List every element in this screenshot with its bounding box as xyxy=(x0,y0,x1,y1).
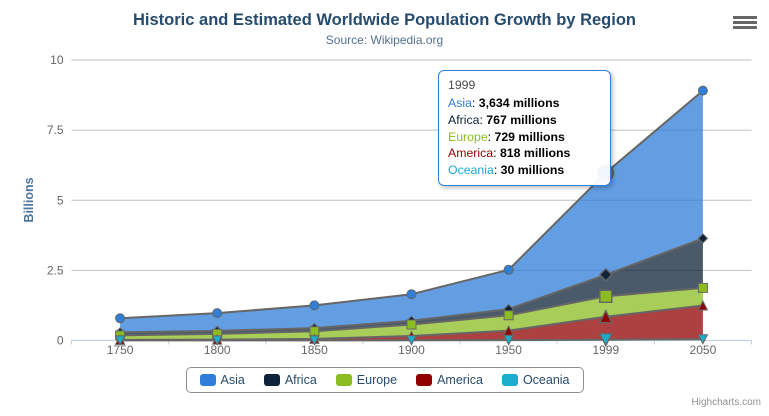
marker-oceania-1950[interactable] xyxy=(503,335,514,346)
legend-label: Africa xyxy=(284,373,317,387)
tooltip-row-asia: Asia: 3,634 millions xyxy=(448,96,560,110)
tooltip-series-name: Africa xyxy=(448,112,480,127)
y-axis-label: 2.5 xyxy=(47,263,64,277)
legend-label: Oceania xyxy=(522,373,570,387)
marker-oceania-1900[interactable] xyxy=(406,335,417,346)
tooltip-series-value: 767 millions xyxy=(486,112,557,127)
tooltip-header: 1999 xyxy=(448,78,476,92)
legend-item-asia[interactable]: Asia xyxy=(199,373,245,387)
series-area-asia[interactable] xyxy=(120,90,703,333)
chart-title: Historic and Estimated Worldwide Populat… xyxy=(133,11,636,29)
y-axis-title: Billions xyxy=(22,177,36,222)
marker-asia-1750[interactable] xyxy=(115,313,126,324)
marker-asia-2050[interactable] xyxy=(697,85,708,96)
credits-link[interactable]: Highcharts.com xyxy=(691,397,761,408)
legend-item-oceania[interactable]: Oceania xyxy=(501,373,570,387)
x-axis-label: 1999 xyxy=(592,343,619,357)
marker-america-2050[interactable] xyxy=(697,299,709,311)
marker-oceania-2050[interactable] xyxy=(697,334,709,345)
marker-oceania-1800[interactable] xyxy=(211,335,223,347)
x-axis-label: 1800 xyxy=(204,343,231,357)
legend-swatch-europe xyxy=(335,374,352,386)
marker-africa-1999[interactable] xyxy=(598,267,613,282)
tooltip-series-value: 30 millions xyxy=(500,163,565,178)
legend: Asia Africa Europe America Oceania xyxy=(185,367,584,393)
y-axis-label: 5 xyxy=(57,193,64,207)
tooltip-row-america: America: 818 millions xyxy=(448,146,571,161)
tooltip-series-name: Europe xyxy=(448,129,488,144)
y-axis-label: 7.5 xyxy=(47,123,64,137)
tooltip-row-oceania: Oceania: 30 millions xyxy=(448,163,565,178)
marker-asia-1800[interactable] xyxy=(212,308,223,319)
legend-item-america[interactable]: America xyxy=(416,373,483,387)
export-menu-button[interactable] xyxy=(733,16,757,32)
x-axis-label: 1950 xyxy=(495,343,522,357)
hamburger-menu-icon xyxy=(733,20,757,25)
y-axis-label: 0 xyxy=(57,334,64,348)
legend-label: Europe xyxy=(356,373,398,387)
tooltip-row-africa: Africa: 767 millions xyxy=(448,112,557,127)
tooltip-rows: Asia: 3,634 millions Africa: 767 millions… xyxy=(448,95,601,179)
series-area-america[interactable] xyxy=(120,305,703,341)
hamburger-menu-icon xyxy=(733,25,757,30)
x-axis-label: 1850 xyxy=(301,343,328,357)
legend-swatch-asia xyxy=(199,374,216,386)
marker-asia-1950[interactable] xyxy=(503,264,514,275)
tooltip-series-name: Asia xyxy=(448,96,472,110)
marker-europe-1999[interactable] xyxy=(599,289,613,303)
tooltip-row-europe: Europe: 729 millions xyxy=(448,129,565,144)
chart-subtitle: Source: Wikipedia.org xyxy=(325,33,444,47)
tooltip-series-value: 3,634 millions xyxy=(478,96,560,110)
marker-oceania-1850[interactable] xyxy=(309,335,320,347)
tooltip: 1999 Asia: 3,634 millions Africa: 767 mil… xyxy=(438,70,611,186)
hamburger-menu-icon xyxy=(733,16,757,20)
marker-oceania-1750[interactable] xyxy=(114,335,126,347)
x-axis-label: 1750 xyxy=(107,343,134,357)
marker-america-1999[interactable] xyxy=(598,309,613,324)
tooltip-series-name: America xyxy=(448,146,494,161)
tooltip-series-name: Oceania xyxy=(448,163,494,178)
legend-swatch-oceania xyxy=(501,374,518,386)
x-axis-label: 2050 xyxy=(690,343,717,357)
legend-swatch-africa xyxy=(263,374,280,386)
y-axis-label: 10 xyxy=(50,53,64,67)
tooltip-series-value: 818 millions xyxy=(499,146,571,161)
marker-europe-1950[interactable] xyxy=(503,310,514,321)
tooltip-series-value: 729 millions xyxy=(494,129,565,144)
marker-africa-2050[interactable] xyxy=(697,233,709,244)
marker-europe-2050[interactable] xyxy=(697,282,708,293)
marker-oceania-1999[interactable] xyxy=(598,333,613,348)
marker-asia-1900[interactable] xyxy=(406,289,417,300)
legend-label: America xyxy=(437,373,483,387)
marker-europe-1900[interactable] xyxy=(406,319,417,330)
legend-item-africa[interactable]: Africa xyxy=(263,373,317,387)
legend-swatch-america xyxy=(416,374,433,386)
marker-asia-1850[interactable] xyxy=(309,300,320,311)
legend-item-europe[interactable]: Europe xyxy=(335,373,398,387)
x-axis-label: 1900 xyxy=(398,343,425,357)
series-area-africa[interactable] xyxy=(120,238,703,336)
legend-label: Asia xyxy=(220,373,245,387)
